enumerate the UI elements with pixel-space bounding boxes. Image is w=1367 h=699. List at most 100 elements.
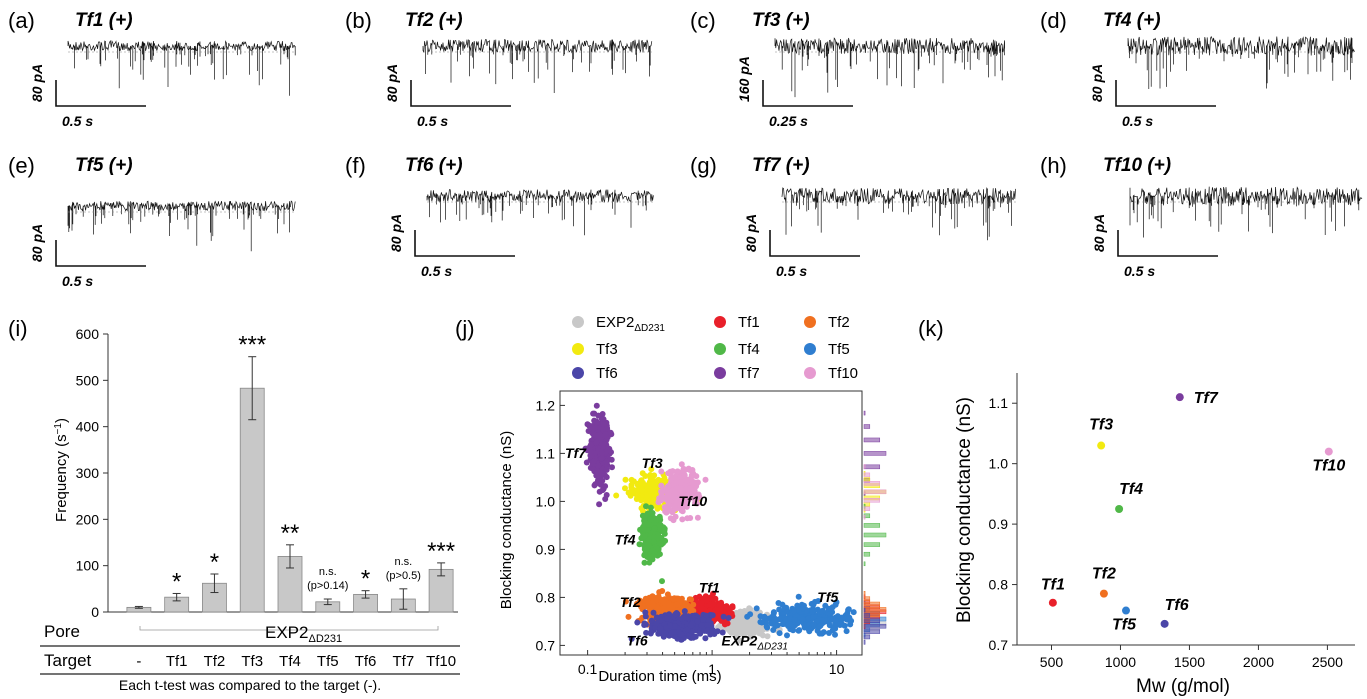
j-point [817,608,824,615]
j-point [671,503,678,510]
k-point-label: Tf10 [1312,458,1345,475]
scale-bar [762,80,853,107]
j-point [684,626,691,633]
trace-title: Tf5 (+) [75,155,133,176]
j-cluster-label: Tf1 [699,580,720,596]
j-point [682,466,689,473]
j-point [720,613,727,620]
j-hist-bin [863,640,866,645]
j-point [593,439,600,446]
j-point [673,485,680,492]
current-trace [1127,35,1355,89]
panel-label: (g) [690,153,717,178]
j-legend-marker [714,367,726,379]
j-hist-bin [863,523,881,528]
j-point [810,614,817,620]
j-point [603,474,610,481]
j-point [771,617,778,624]
j-y-axis-label: Blocking conductance (nS) [498,431,515,609]
j-point [665,489,672,496]
j-point [764,633,771,640]
j-cluster-label: Tf10 [678,493,707,509]
current-scale-label: 80 pA [29,64,45,102]
j-legend-marker [714,316,726,328]
j-point [678,479,685,486]
j-point [800,605,806,612]
j-point [694,500,701,507]
j-point [587,448,594,455]
i-category-label: - [136,653,141,670]
j-point [776,630,783,637]
j-point [666,594,673,601]
j-point [589,425,596,431]
j-legend-entry: Tf7 [738,365,760,382]
j-x-tick-label: 1 [708,661,716,677]
j-point [682,486,689,493]
k-x-tick-label: 500 [1040,654,1064,670]
i-category-label: Tf2 [204,653,226,670]
j-point [625,613,632,620]
i-sig-label: n.s. [394,556,412,568]
j-point [596,501,603,508]
j-point [847,621,854,628]
j-legend-entry: Tf6 [596,365,618,382]
j-point [667,622,674,629]
j-hist-bin [863,464,866,469]
j-point [681,472,688,479]
j-point [595,432,602,439]
j-point [641,526,648,533]
j-point [673,468,680,475]
j-legend: EXP2ΔD231 Tf1 Tf2 Tf3 Tf4 Tf5 Tf6 Tf7 Tf10 [572,314,858,382]
j-point [602,496,609,502]
j-hist-bin [863,464,881,470]
i-y-tick-label: 100 [76,558,100,574]
scale-bar [55,80,146,107]
j-point [699,605,706,612]
j-legend-marker [572,343,584,355]
k-x-tick-label: 1000 [1105,654,1136,670]
j-point [694,618,701,625]
panel-label: (f) [345,153,366,178]
j-legend-marker [714,343,726,355]
j-hist-bin [863,477,871,482]
j-point [744,613,751,620]
i-bar [428,568,454,613]
j-hist-bin [863,472,871,478]
panel-label-k: (k) [918,316,944,341]
j-point [600,421,607,428]
j-point [719,629,726,636]
k-point-label: Tf5 [1112,617,1137,634]
j-point [747,606,754,613]
j-point [602,431,609,437]
i-y-tick-label: 600 [76,326,100,342]
j-point [687,485,694,492]
j-point [633,496,640,502]
j-point [613,492,620,499]
j-hist-bin [863,437,881,443]
j-point [770,627,777,633]
j-point [675,629,682,635]
i-sig-stars: *** [238,332,266,359]
current-trace [781,187,1016,241]
j-point [665,501,672,508]
j-cluster [628,608,732,643]
trace-title: Tf6 (+) [405,155,463,176]
mw-conductance-scatter: (k) 500 1000 1500 2000 2500 0.7 0.8 0.9 1.0 1.1 Tf… [918,316,1355,697]
i-sig-label: n.s. [319,566,337,578]
k-x-tick-label: 1500 [1174,654,1205,670]
j-y-tick-label: 0.9 [536,541,556,557]
j-point [662,478,668,485]
j-point [689,467,696,473]
j-point [639,487,645,494]
j-hist-bin [863,451,887,456]
j-point [799,616,806,623]
j-point [688,596,695,603]
j-point [609,464,615,471]
k-point [1175,393,1184,402]
j-point [687,515,694,521]
j-point [588,441,594,448]
time-scale-label: 0.5 s [1124,263,1155,279]
k-point [1324,447,1333,456]
k-point [1048,598,1057,607]
